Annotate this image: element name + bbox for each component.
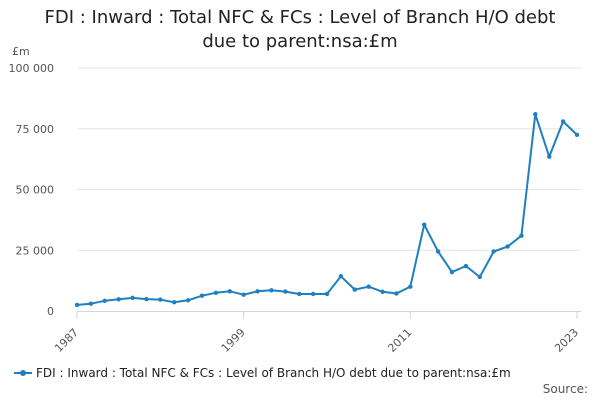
- data-point[interactable]: [449, 269, 455, 275]
- data-point[interactable]: [88, 301, 94, 306]
- data-point[interactable]: [199, 293, 205, 298]
- data-point[interactable]: [547, 154, 552, 159]
- y-tick-label: 75 000: [16, 123, 55, 136]
- data-point[interactable]: [352, 287, 357, 292]
- series-group: [74, 111, 580, 308]
- data-point[interactable]: [227, 289, 232, 294]
- chart-title: FDI : Inward : Total NFC & FCs : Level o…: [0, 6, 600, 54]
- legend-label: FDI : Inward : Total NFC & FCs : Level o…: [36, 366, 511, 380]
- data-point[interactable]: [130, 295, 135, 301]
- data-point[interactable]: [394, 291, 399, 296]
- y-axis-tick-labels: 0 25 000 50 000 75 000 100 000: [9, 62, 55, 318]
- y-tick-label: 25 000: [16, 244, 55, 257]
- y-tick-label: 100 000: [9, 62, 55, 75]
- data-point[interactable]: [283, 289, 288, 294]
- x-tick-label: 2011: [385, 326, 414, 355]
- data-point[interactable]: [102, 298, 107, 303]
- data-point[interactable]: [380, 289, 385, 295]
- data-point[interactable]: [241, 292, 246, 297]
- x-tick-label: 2023: [552, 326, 581, 355]
- data-point[interactable]: [269, 288, 274, 293]
- data-point[interactable]: [408, 284, 413, 289]
- series-line[interactable]: [76, 113, 578, 306]
- source-label: Source:: [542, 382, 588, 396]
- data-point[interactable]: [310, 291, 316, 297]
- data-point[interactable]: [185, 298, 191, 303]
- data-point[interactable]: [463, 263, 469, 269]
- gridlines: [77, 67, 581, 251]
- chart-title-line-2: due to parent:nsa:£m: [202, 31, 398, 52]
- data-point[interactable]: [422, 222, 427, 227]
- x-tick-label: 1987: [52, 326, 81, 355]
- data-point[interactable]: [366, 284, 371, 289]
- data-point[interactable]: [435, 249, 441, 254]
- data-point[interactable]: [158, 297, 163, 302]
- y-tick-label: 0: [47, 305, 54, 318]
- data-point[interactable]: [533, 111, 538, 117]
- legend-line-marker-icon: [14, 368, 32, 378]
- data-point[interactable]: [116, 297, 121, 302]
- legend[interactable]: FDI : Inward : Total NFC & FCs : Level o…: [14, 366, 511, 380]
- data-point[interactable]: [477, 274, 482, 280]
- data-point[interactable]: [172, 300, 177, 305]
- y-axis-unit-label: £m: [12, 45, 30, 58]
- data-point[interactable]: [560, 119, 566, 124]
- data-point[interactable]: [519, 233, 524, 238]
- data-point[interactable]: [144, 296, 149, 302]
- x-axis: 1987 1999 2011 2023: [52, 311, 581, 355]
- data-point[interactable]: [255, 289, 260, 294]
- chart-title-line-1: FDI : Inward : Total NFC & FCs : Level o…: [44, 7, 556, 28]
- data-point[interactable]: [338, 274, 344, 279]
- data-point[interactable]: [324, 291, 330, 297]
- data-point[interactable]: [491, 249, 496, 254]
- y-tick-label: 50 000: [16, 184, 55, 197]
- x-tick-label: 1999: [219, 326, 248, 355]
- data-point[interactable]: [574, 132, 580, 138]
- data-point[interactable]: [74, 302, 80, 308]
- data-point[interactable]: [505, 244, 510, 249]
- data-point[interactable]: [213, 290, 219, 295]
- data-point[interactable]: [297, 291, 302, 297]
